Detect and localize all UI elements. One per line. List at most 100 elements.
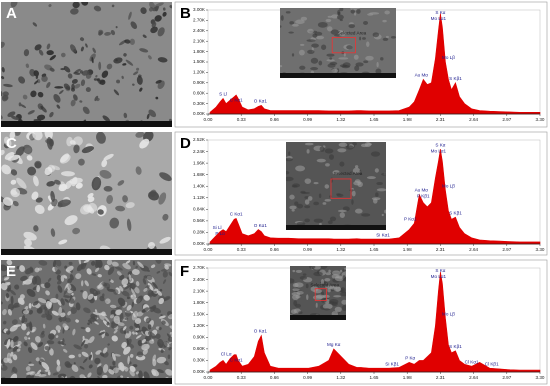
- inset-grain: [329, 195, 332, 198]
- sem-grain: [155, 260, 162, 264]
- peak-label: C Kα1: [230, 98, 243, 103]
- peak-label: Mo Lβ: [442, 184, 455, 189]
- inset-grain: [294, 201, 299, 206]
- sem-grain: [81, 280, 84, 287]
- peak-label: S Kβ1: [449, 344, 462, 349]
- inset-grain: [294, 303, 301, 308]
- sem-grain: [38, 49, 44, 56]
- sem-grain: [126, 218, 132, 232]
- inset-grain: [325, 285, 335, 289]
- sem-grain: [35, 357, 40, 362]
- sem-grain: [78, 260, 81, 266]
- sem-grain: [7, 303, 15, 311]
- sem-grain: [85, 72, 92, 79]
- inset-grain: [339, 269, 343, 273]
- sem-grain: [33, 175, 39, 187]
- sem-grain: [60, 298, 65, 306]
- sem-texture: [1, 260, 172, 384]
- inset-grain: [313, 218, 323, 223]
- sem-grain: [92, 47, 96, 54]
- inset-grain: [320, 291, 324, 296]
- sem-grain: [88, 354, 93, 360]
- sem-grain: [138, 370, 143, 380]
- inset-label: Selected Area: [338, 30, 367, 35]
- sem-grain: [141, 309, 145, 313]
- inset-grain: [325, 272, 332, 276]
- sem-grain: [57, 330, 61, 333]
- sem-grain: [147, 241, 156, 249]
- inset-grain: [307, 28, 314, 34]
- inset-grain: [355, 62, 364, 67]
- sem-grain: [96, 98, 100, 102]
- sem-grain: [15, 146, 25, 157]
- sem-grain: [91, 273, 97, 276]
- sem-grain: [81, 351, 89, 357]
- sem-grain: [73, 94, 78, 101]
- sem-grain: [63, 286, 69, 296]
- inset-grain: [289, 194, 295, 200]
- inset-grain: [306, 149, 310, 154]
- sem-grain: [41, 361, 50, 370]
- inset-grain: [307, 49, 315, 54]
- sem-grain: [9, 325, 18, 332]
- inset-grain: [336, 193, 341, 196]
- sem-grain: [2, 308, 7, 316]
- sem-grain: [55, 335, 59, 338]
- inset-grain: [324, 199, 332, 202]
- sem-grain: [125, 331, 132, 339]
- inset-grain: [324, 278, 331, 282]
- peak-label: S Kα: [435, 10, 445, 15]
- sem-grain: [113, 89, 120, 96]
- sem-grain: [1, 364, 8, 371]
- sem-grain: [82, 106, 90, 115]
- sem-grain: [93, 5, 102, 12]
- inset-grain: [280, 65, 283, 68]
- peak-label: Cl Kα1: [465, 359, 479, 364]
- peak-label: S Kα: [435, 268, 445, 273]
- sem-grain: [159, 236, 171, 244]
- inset-grain: [369, 12, 380, 15]
- sem-grain: [67, 73, 73, 79]
- sem-grain: [125, 260, 131, 264]
- sem-grain: [162, 341, 168, 349]
- sem-grain: [1, 301, 3, 305]
- inset-grain: [366, 41, 370, 47]
- inset-grain: [339, 8, 344, 12]
- sem-grain: [32, 276, 38, 285]
- sem-grain: [46, 81, 51, 89]
- inset-grain: [366, 176, 376, 180]
- peak-label: P Kβ1: [417, 194, 430, 199]
- sem-grain: [123, 331, 127, 335]
- sem-grain: [139, 48, 149, 53]
- inset-grain: [304, 178, 312, 184]
- sem-grain: [155, 2, 164, 7]
- sem-grain: [24, 238, 32, 247]
- inset-grain: [286, 157, 293, 162]
- sem-grain: [32, 132, 43, 141]
- y-tick-label: 1.20K: [193, 323, 206, 328]
- sem-grain: [36, 114, 46, 121]
- sem-grain: [134, 318, 142, 325]
- sem-grain: [106, 321, 110, 326]
- inset-grain: [351, 199, 354, 205]
- inset-grain: [337, 209, 347, 213]
- sem-grain: [27, 347, 33, 354]
- sem-grain: [121, 278, 129, 286]
- inset-grain: [280, 25, 282, 28]
- inset-grain: [322, 202, 327, 205]
- sem-grain: [128, 273, 132, 281]
- sem-grain: [137, 261, 144, 269]
- sem-grain: [21, 315, 26, 324]
- inset-image: Selected Area: [286, 142, 386, 230]
- sem-grain: [34, 373, 42, 377]
- sem-grain: [80, 340, 86, 347]
- sem-grain: [26, 331, 30, 336]
- y-tick-label: 0.00K: [193, 241, 206, 246]
- sem-grain: [44, 309, 50, 316]
- sem-grain: [96, 132, 106, 144]
- inset-grain: [329, 216, 337, 222]
- sem-grain: [23, 231, 37, 241]
- sem-grain: [102, 364, 109, 373]
- y-tick-label: 1.50K: [193, 311, 206, 316]
- sem-grain: [55, 293, 59, 300]
